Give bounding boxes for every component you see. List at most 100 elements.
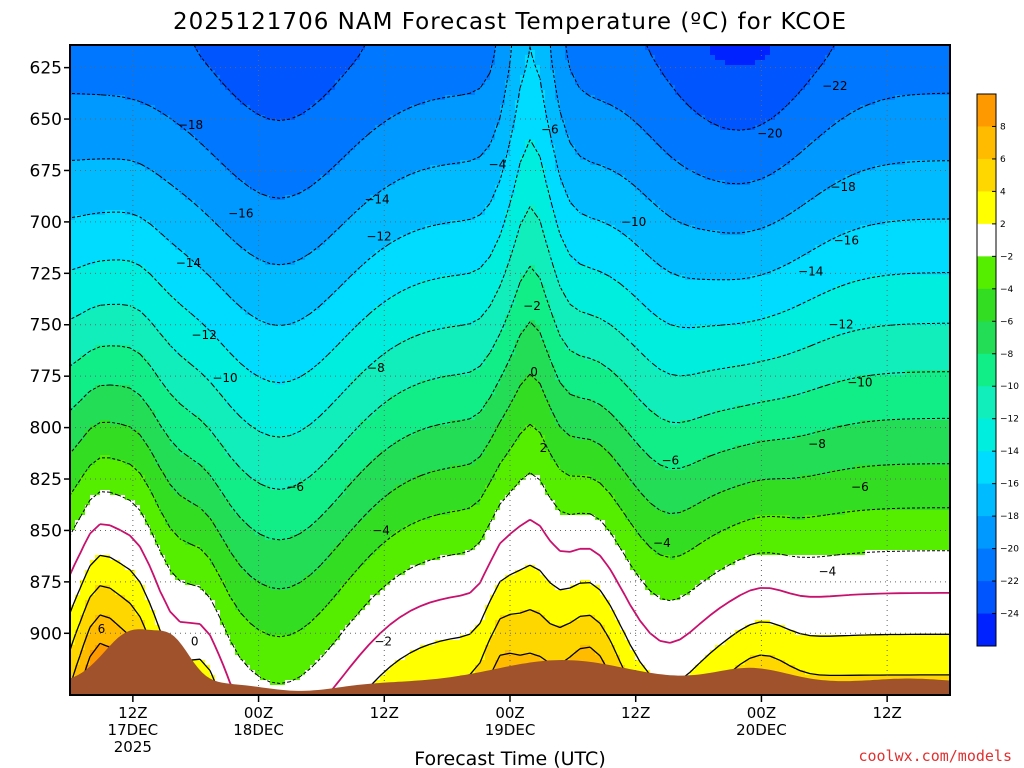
colorbar-segment	[977, 126, 996, 160]
colorbar-label: −12	[1000, 415, 1019, 425]
temperature-band	[195, 45, 835, 130]
colorbar-segment	[977, 386, 996, 420]
x-tick-label: 00Z	[747, 704, 776, 722]
contour-label: −16	[834, 233, 859, 247]
y-tick-label: 700	[30, 213, 62, 233]
colorbar-segment	[977, 288, 996, 322]
colorbar-label: 4	[1000, 187, 1006, 197]
colorbar-segment	[977, 418, 996, 452]
contour-label: −18	[178, 118, 203, 132]
colorbar-segment	[977, 191, 996, 225]
colorbar-segment	[977, 223, 996, 257]
y-tick-label: 750	[30, 316, 62, 336]
temperature-band	[70, 205, 950, 490]
colorbar-label: 6	[1000, 155, 1006, 165]
colorbar-label: −10	[1000, 382, 1019, 392]
x-tick-label: 12Z	[872, 704, 901, 722]
terrain-surface	[70, 629, 950, 695]
colorbar-segment	[977, 321, 996, 355]
temperature-band	[70, 45, 950, 200]
colorbar-label: −8	[1000, 350, 1014, 360]
colorbar-segment	[977, 158, 996, 192]
colorbar-label: −22	[1000, 577, 1019, 587]
contour-label: −12	[366, 229, 391, 243]
x-tick-label: 18DEC	[233, 721, 284, 739]
x-tick-label: 2025	[114, 738, 152, 756]
temperature-band	[710, 45, 770, 65]
contour-line	[70, 423, 950, 638]
contour-line	[70, 518, 950, 695]
contour-line	[70, 265, 950, 490]
temperature-band	[70, 555, 950, 695]
y-axis: 625 650 675 700 725 750 775 800 825 850 875 900	[30, 59, 70, 644]
x-tick-label: 19DEC	[485, 721, 536, 739]
y-tick-label: 900	[30, 624, 62, 644]
colorbar-segment	[977, 451, 996, 485]
colorbar-segment	[977, 483, 996, 517]
contour-label: −6	[286, 480, 304, 494]
contour-label: −2	[523, 299, 541, 313]
contour-label: −2	[374, 635, 392, 649]
contour-label: −12	[191, 328, 216, 342]
colorbar-label: −14	[1000, 447, 1019, 457]
colorbar-segment	[977, 94, 996, 127]
chart-title: 2025121706 NAM Forecast Temperature (ºC)…	[173, 9, 847, 35]
temperature-band	[70, 50, 950, 385]
contour-label-layer: −18−16−14−14−12−12−10−8−6−40 −2−4−6−10−20…	[98, 79, 873, 648]
contour-label: −10	[847, 375, 872, 389]
y-tick-label: 650	[30, 110, 62, 130]
colorbar-segment	[977, 548, 996, 582]
colorbar-segment	[977, 581, 996, 614]
y-tick-label: 825	[30, 470, 62, 490]
contour-line	[193, 45, 835, 131]
x-axis-label: Forecast Time (UTC)	[414, 748, 605, 768]
colorbar-label: −18	[1000, 512, 1019, 522]
colorbar-segment	[977, 516, 996, 549]
contour-line	[70, 472, 950, 684]
x-tick-label: 12Z	[621, 704, 650, 722]
contour-label: 6	[98, 622, 106, 636]
y-tick-label: 775	[30, 367, 62, 387]
colorbar-label: −24	[1000, 610, 1019, 620]
contour-label: −16	[228, 207, 253, 221]
y-tick-label: 800	[30, 419, 62, 439]
contour-label: −10	[621, 215, 646, 229]
contour-label: 2	[540, 441, 548, 455]
contour-line	[70, 139, 950, 384]
x-tick-label: 17DEC	[108, 721, 159, 739]
contour-label: −4	[653, 536, 671, 550]
plot-area: −18−16−14−14−12−12−10−8−6−40 −2−4−6−10−20…	[70, 45, 950, 695]
contour-label: −22	[822, 79, 847, 93]
x-tick-label: 00Z	[495, 704, 524, 722]
credit-link[interactable]: coolwx.com/models	[858, 747, 1012, 765]
y-tick-label: 725	[30, 264, 62, 284]
temperature-band	[70, 320, 950, 590]
contour-label: −6	[851, 480, 869, 494]
contour-line	[70, 373, 950, 590]
colorbar-segment	[977, 353, 996, 387]
grid-layer	[70, 45, 950, 695]
contour-label: −6	[541, 122, 559, 136]
contour-label: −10	[212, 371, 237, 385]
temperature-band	[70, 140, 950, 435]
colorbar-label: 2	[1000, 220, 1006, 230]
contour-label: −14	[176, 256, 201, 270]
contour-label: 0	[530, 365, 538, 379]
x-tick-label: 12Z	[370, 704, 399, 722]
colorbar-segment	[977, 613, 996, 647]
contour-label: −14	[364, 192, 389, 206]
contour-label: −4	[489, 157, 507, 171]
temperature-band	[70, 45, 950, 325]
x-tick-label: 20DEC	[736, 721, 787, 739]
colorbar-label: −16	[1000, 480, 1019, 490]
contour-label: −8	[367, 361, 385, 375]
contour-label: −18	[830, 180, 855, 194]
contour-label: −4	[819, 565, 837, 579]
contour-line	[70, 45, 950, 199]
colorbar-frame	[976, 93, 997, 647]
contour-line	[70, 46, 950, 327]
contour-label: −4	[372, 523, 390, 537]
x-tick-label: 12Z	[118, 704, 147, 722]
